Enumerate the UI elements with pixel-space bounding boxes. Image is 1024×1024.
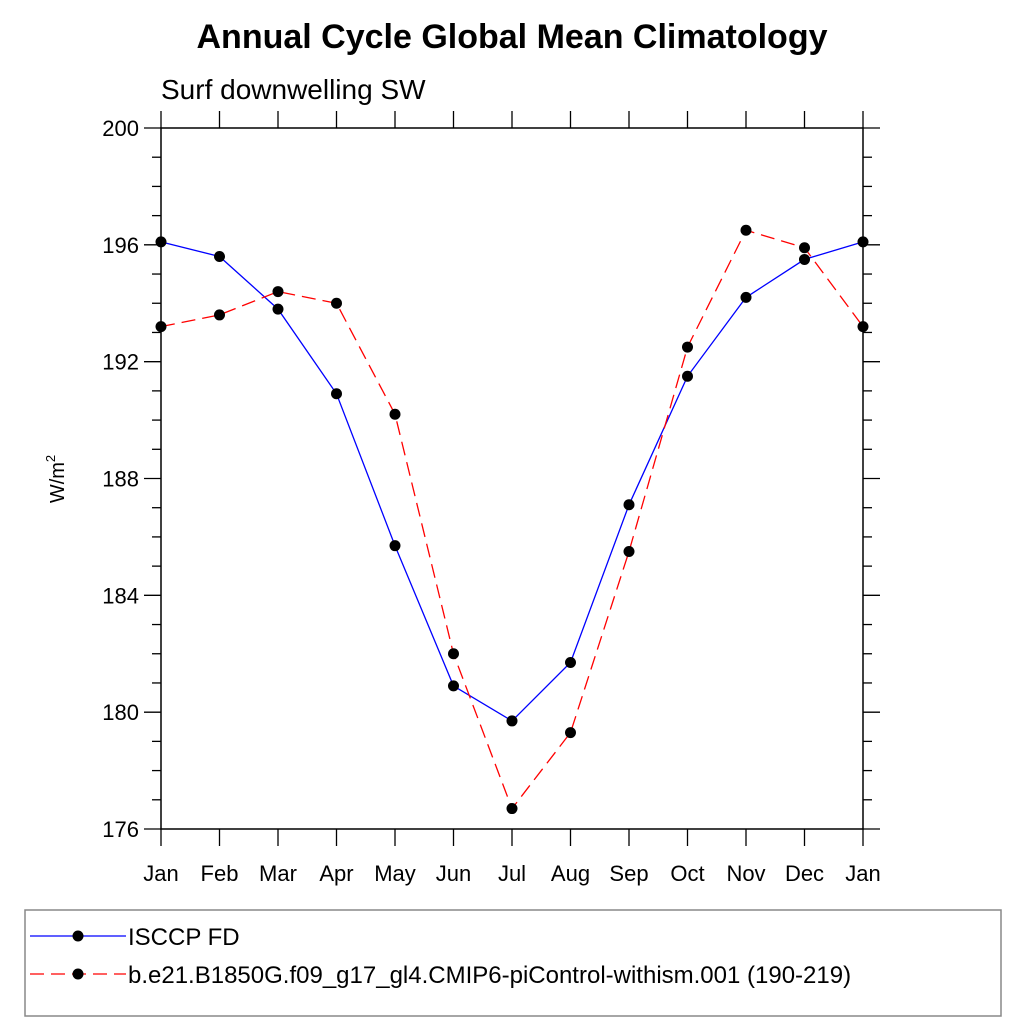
x-tick-label: Sep: [609, 861, 648, 886]
legend: ISCCP FD b.e21.B1850G.f09_g17_gl4.CMIP6-p…: [24, 909, 1002, 1017]
y-axis-label: W/m2: [43, 455, 69, 503]
series-1-point: [682, 370, 693, 382]
legend-item-1: ISCCP FD: [30, 924, 240, 951]
y-axis-label-base: W/m: [47, 462, 69, 503]
series-1-point: [331, 388, 342, 400]
series-1-point: [740, 291, 752, 303]
series-1-point: [272, 303, 284, 315]
x-tick-label: Nov: [726, 861, 765, 886]
y-tick-label: 176: [102, 817, 139, 842]
series-2-point: [448, 648, 459, 660]
legend-item-2: b.e21.B1850G.f09_g17_gl4.CMIP6-piControl…: [30, 962, 851, 989]
series-2-point: [389, 408, 401, 420]
x-tick-label: Feb: [201, 861, 239, 886]
y-tick-labels: 176 180 184 188 192 196 200: [102, 116, 139, 842]
series-layer: [155, 224, 869, 815]
x-tick-label: Apr: [319, 861, 353, 886]
series-2-point: [565, 727, 576, 739]
series-2-point: [214, 309, 225, 321]
series-1-point: [623, 499, 635, 511]
series-1-point: [506, 715, 518, 727]
x-tick-label: Jan: [143, 861, 178, 886]
y-tick-label: 192: [102, 350, 139, 375]
y-axis-label-sup: 2: [43, 455, 58, 462]
series-2-point: [331, 297, 342, 309]
legend-items: ISCCP FD b.e21.B1850G.f09_g17_gl4.CMIP6-p…: [30, 924, 851, 989]
series-2-point: [506, 803, 518, 815]
axis-ticks: [144, 111, 880, 846]
legend-label: b.e21.B1850G.f09_g17_gl4.CMIP6-piControl…: [128, 962, 851, 989]
series-1-point: [857, 236, 869, 248]
x-tick-label: Oct: [670, 861, 704, 886]
y-tick-label: 188: [102, 467, 139, 492]
legend-label: ISCCP FD: [128, 924, 240, 951]
series-1-point: [565, 657, 576, 669]
series-2-point: [623, 546, 635, 558]
series-2-point: [799, 242, 810, 254]
series-2-point: [740, 224, 752, 236]
series-2-point: [857, 321, 869, 333]
legend-swatch-marker: [72, 930, 84, 942]
y-tick-label: 180: [102, 700, 139, 725]
y-tick-label: 200: [102, 116, 139, 141]
chart-subtitle: Surf downwelling SW: [161, 74, 426, 105]
series-2-point: [682, 341, 693, 353]
x-tick-label: Mar: [259, 861, 297, 886]
x-tick-label: Dec: [785, 861, 824, 886]
series-1-point: [214, 251, 225, 263]
x-tick-label: Jan: [845, 861, 880, 886]
chart-title: Annual Cycle Global Mean Climatology: [197, 18, 828, 56]
x-tick-label: Jun: [436, 861, 471, 886]
series-2-point: [272, 286, 284, 298]
x-tick-label: Aug: [551, 861, 590, 886]
x-tick-label: May: [374, 861, 416, 886]
y-axis-label-text: W/m2: [43, 455, 69, 503]
y-tick-label: 184: [102, 583, 139, 608]
series-1-point: [799, 253, 810, 265]
series-1-point: [155, 236, 167, 248]
legend-box: [24, 909, 1002, 1017]
x-tick-labels: Jan Feb Mar Apr May Jun Jul Aug Sep Oct Nov Dec Jan: [143, 861, 880, 886]
x-tick-label: Jul: [498, 861, 526, 886]
series-1: [155, 236, 869, 727]
series-1-point: [448, 680, 459, 692]
legend-swatch-marker: [72, 968, 84, 980]
series-2: [155, 224, 869, 815]
series-1-point: [389, 540, 401, 552]
series-2-point: [155, 321, 167, 333]
y-tick-label: 196: [102, 233, 139, 258]
